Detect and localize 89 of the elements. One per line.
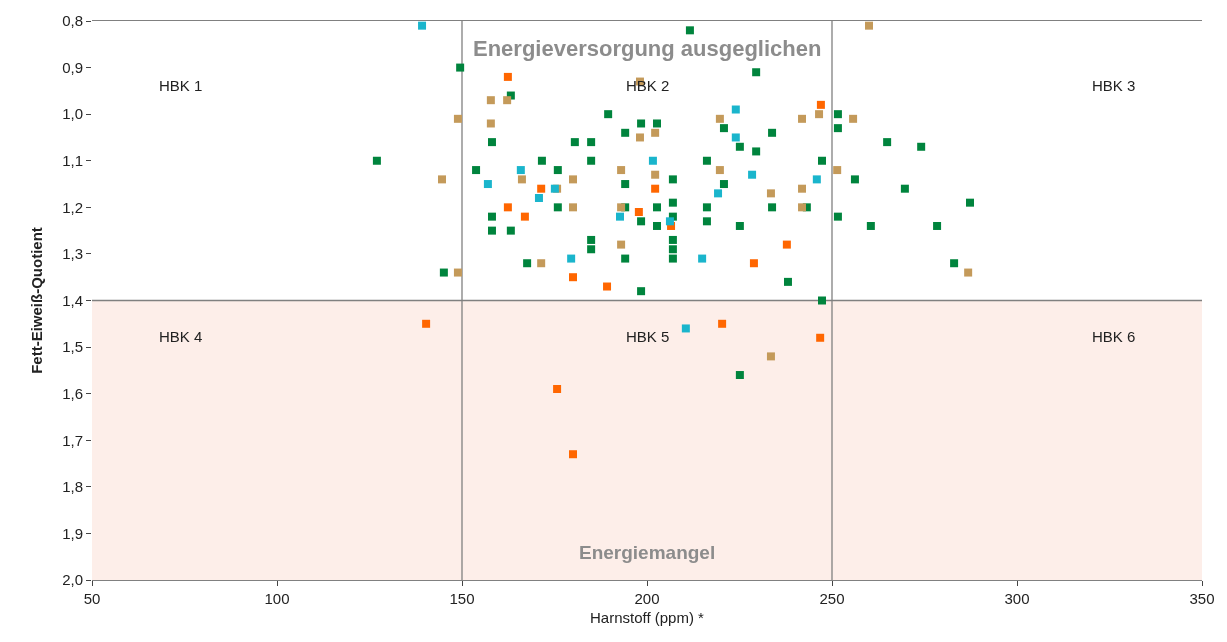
point: [503, 96, 512, 105]
y-tick-label: 1,0: [62, 105, 83, 123]
annotation: Energiemangel: [579, 542, 716, 563]
point: [534, 194, 543, 203]
point: [681, 324, 690, 333]
point: [503, 203, 512, 212]
y-tick-label: 1,3: [62, 245, 83, 263]
point: [833, 166, 842, 175]
point: [651, 128, 660, 137]
point: [486, 119, 495, 128]
point: [520, 212, 529, 221]
point: [569, 273, 577, 282]
y-tick-label: 1,7: [62, 431, 83, 449]
point: [453, 114, 462, 123]
annotation: HBK 5: [626, 328, 670, 345]
point: [418, 21, 427, 30]
y-tick-label: 0,8: [62, 12, 83, 30]
point: [865, 21, 873, 30]
point: [517, 175, 526, 184]
x-tick-label: 200: [634, 590, 660, 607]
point: [537, 184, 546, 193]
point: [648, 156, 657, 165]
point: [537, 259, 546, 268]
point: [617, 203, 626, 212]
annotation: HBK 6: [1092, 328, 1136, 345]
point: [617, 166, 626, 175]
point: [635, 133, 644, 142]
y-tick-label: 1,5: [62, 338, 83, 356]
point: [651, 184, 660, 193]
point: [634, 207, 643, 216]
point: [849, 114, 858, 123]
x-tick-label: 100: [264, 590, 290, 607]
point: [422, 319, 431, 328]
point: [798, 114, 807, 123]
x-tick-label: 150: [449, 590, 475, 607]
point: [603, 282, 612, 291]
point: [698, 254, 707, 263]
annotation: HBK 3: [1092, 77, 1136, 94]
y-tick-label: 1,8: [62, 478, 83, 496]
x-tick-label: 50: [83, 590, 101, 607]
point: [617, 240, 626, 249]
point: [718, 319, 727, 328]
point: [766, 189, 775, 198]
point: [615, 212, 624, 221]
point: [812, 175, 821, 184]
point: [815, 110, 824, 119]
y-tick-label: 1,2: [62, 198, 83, 216]
point: [964, 268, 973, 277]
point: [816, 100, 825, 109]
point: [782, 240, 791, 249]
annotation: HBK 2: [626, 77, 670, 94]
annotation: Energieversorgung ausgeglichen: [473, 36, 822, 61]
point: [569, 450, 577, 459]
y-tick-label: 1,4: [62, 291, 83, 309]
x-tick-label: 300: [1004, 590, 1030, 607]
point: [731, 105, 740, 114]
point: [731, 133, 740, 142]
point: [516, 166, 525, 175]
annotation: HBK 1: [159, 77, 203, 94]
y-tick-label: 1,6: [62, 384, 83, 402]
x-tick-label: 250: [819, 590, 845, 607]
y-tick-label: 0,9: [62, 58, 83, 76]
point: [749, 259, 758, 268]
point: [453, 268, 462, 277]
y-tick-label: 1,9: [62, 524, 83, 542]
point: [569, 175, 577, 184]
point: [503, 72, 512, 81]
point: [748, 170, 757, 179]
point: [483, 180, 492, 189]
point: [715, 114, 724, 123]
y-tick-label: 2,0: [62, 571, 83, 589]
point: [438, 175, 447, 184]
point: [766, 352, 775, 361]
x-tick-label: 350: [1189, 590, 1215, 607]
point: [553, 385, 562, 394]
y-tick-label: 1,1: [62, 152, 83, 169]
point: [798, 184, 807, 193]
point: [665, 217, 674, 226]
y-axis-title: Fett-Eiweiß-Quotient: [28, 227, 46, 374]
point: [651, 170, 660, 179]
point: [715, 166, 724, 175]
point: [569, 203, 577, 212]
annotation: HBK 4: [159, 328, 203, 345]
point: [798, 203, 807, 212]
point: [816, 333, 825, 342]
point: [567, 254, 576, 263]
point: [486, 96, 495, 105]
point: [714, 189, 723, 198]
x-axis-title: Harnstoff (ppm) *: [590, 609, 705, 626]
